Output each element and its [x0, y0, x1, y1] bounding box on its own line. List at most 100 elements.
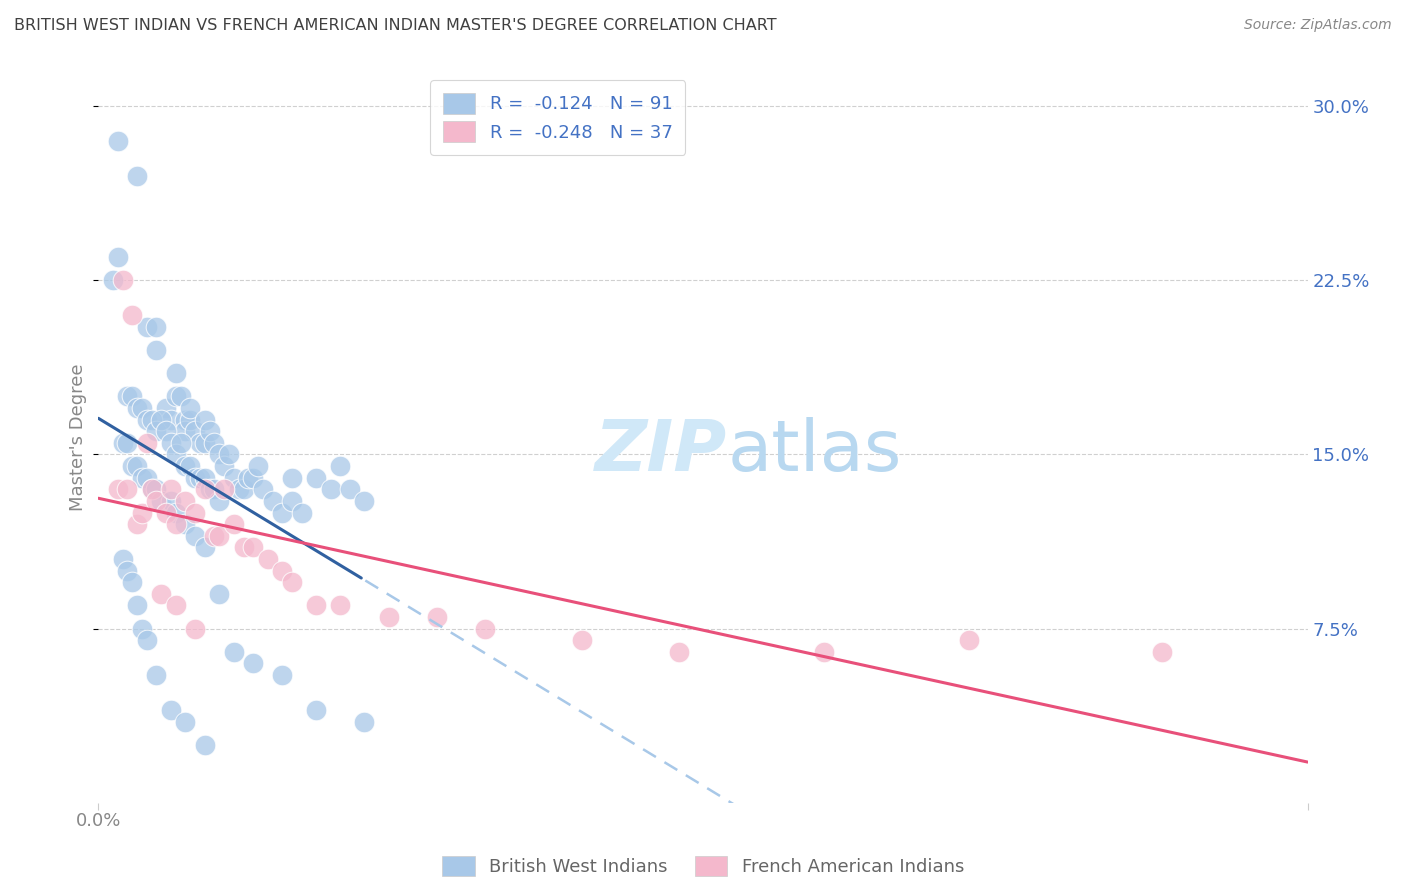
- Point: [121, 389, 143, 403]
- Point: [155, 401, 177, 415]
- Point: [141, 483, 163, 497]
- Point: [145, 424, 167, 438]
- Point: [813, 645, 835, 659]
- Point: [160, 494, 183, 508]
- Point: [281, 471, 304, 485]
- Point: [305, 703, 328, 717]
- Point: [160, 412, 183, 426]
- Text: ZIP: ZIP: [595, 417, 727, 486]
- Y-axis label: Master's Degree: Master's Degree: [69, 363, 87, 511]
- Point: [107, 134, 129, 148]
- Point: [174, 459, 197, 474]
- Point: [204, 483, 226, 497]
- Point: [232, 483, 254, 497]
- Point: [107, 483, 129, 497]
- Point: [256, 552, 278, 566]
- Point: [271, 564, 294, 578]
- Point: [208, 529, 231, 543]
- Point: [319, 483, 342, 497]
- Point: [353, 494, 375, 508]
- Point: [188, 471, 211, 485]
- Point: [194, 436, 217, 450]
- Point: [127, 517, 149, 532]
- Point: [145, 494, 167, 508]
- Point: [145, 343, 167, 357]
- Point: [262, 494, 284, 508]
- Point: [1152, 645, 1174, 659]
- Point: [184, 622, 207, 636]
- Point: [141, 483, 163, 497]
- Point: [208, 448, 231, 462]
- Point: [198, 483, 221, 497]
- Point: [107, 250, 129, 264]
- Point: [339, 483, 361, 497]
- Point: [117, 436, 139, 450]
- Point: [271, 668, 294, 682]
- Point: [131, 401, 153, 415]
- Point: [242, 657, 264, 671]
- Point: [174, 517, 197, 532]
- Point: [127, 459, 149, 474]
- Point: [222, 471, 245, 485]
- Point: [150, 587, 173, 601]
- Point: [160, 436, 183, 450]
- Point: [212, 483, 235, 497]
- Point: [252, 483, 274, 497]
- Text: atlas: atlas: [727, 417, 901, 486]
- Point: [242, 471, 264, 485]
- Point: [188, 436, 211, 450]
- Point: [127, 599, 149, 613]
- Point: [111, 273, 134, 287]
- Point: [194, 541, 217, 555]
- Point: [198, 424, 221, 438]
- Point: [121, 459, 143, 474]
- Point: [145, 483, 167, 497]
- Point: [184, 471, 207, 485]
- Point: [135, 471, 157, 485]
- Point: [194, 412, 217, 426]
- Point: [218, 448, 240, 462]
- Point: [194, 738, 217, 752]
- Point: [247, 459, 270, 474]
- Point: [329, 599, 352, 613]
- Point: [101, 273, 124, 287]
- Point: [204, 436, 226, 450]
- Point: [232, 541, 254, 555]
- Point: [169, 436, 191, 450]
- Point: [135, 633, 157, 648]
- Point: [174, 494, 197, 508]
- Point: [377, 610, 399, 624]
- Point: [131, 622, 153, 636]
- Point: [155, 506, 177, 520]
- Point: [165, 517, 187, 532]
- Point: [957, 633, 980, 648]
- Point: [117, 483, 139, 497]
- Point: [127, 169, 149, 183]
- Point: [131, 506, 153, 520]
- Point: [668, 645, 690, 659]
- Point: [194, 471, 217, 485]
- Point: [121, 308, 143, 322]
- Point: [135, 436, 157, 450]
- Point: [155, 424, 177, 438]
- Point: [145, 668, 167, 682]
- Point: [165, 389, 187, 403]
- Point: [160, 483, 183, 497]
- Point: [426, 610, 449, 624]
- Point: [184, 424, 207, 438]
- Point: [165, 599, 187, 613]
- Point: [150, 494, 173, 508]
- Point: [271, 506, 294, 520]
- Point: [135, 319, 157, 334]
- Point: [111, 436, 134, 450]
- Point: [194, 483, 217, 497]
- Point: [281, 494, 304, 508]
- Point: [145, 319, 167, 334]
- Point: [165, 506, 187, 520]
- Point: [165, 366, 187, 380]
- Point: [169, 389, 191, 403]
- Point: [228, 483, 250, 497]
- Point: [160, 703, 183, 717]
- Point: [222, 517, 245, 532]
- Point: [141, 412, 163, 426]
